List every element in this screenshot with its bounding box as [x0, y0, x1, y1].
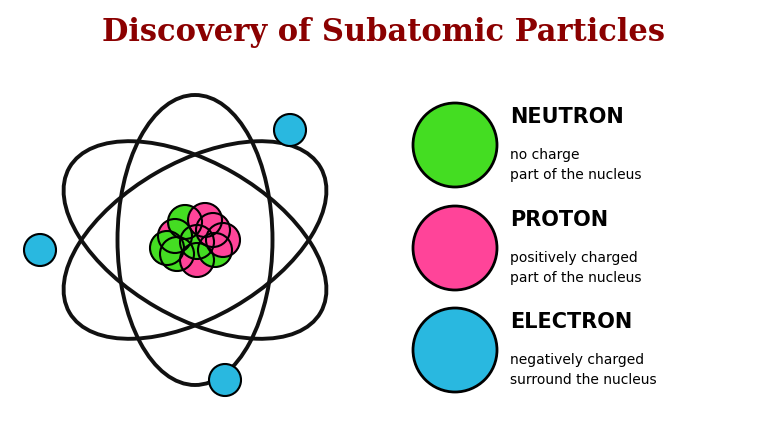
Text: no charge: no charge: [510, 148, 580, 162]
Circle shape: [180, 243, 214, 277]
Circle shape: [274, 114, 306, 146]
Text: ELECTRON: ELECTRON: [510, 312, 632, 332]
Circle shape: [24, 234, 56, 266]
Circle shape: [209, 364, 241, 396]
Text: negatively charged: negatively charged: [510, 353, 644, 367]
Circle shape: [188, 203, 222, 237]
Circle shape: [180, 225, 214, 259]
Circle shape: [198, 233, 232, 267]
Circle shape: [168, 205, 202, 239]
Text: PROTON: PROTON: [510, 210, 608, 230]
Text: part of the nucleus: part of the nucleus: [510, 271, 641, 285]
Circle shape: [413, 308, 497, 392]
Circle shape: [196, 213, 230, 247]
Circle shape: [150, 231, 184, 265]
Circle shape: [206, 223, 240, 257]
Text: surround the nucleus: surround the nucleus: [510, 373, 657, 387]
Text: part of the nucleus: part of the nucleus: [510, 168, 641, 182]
Circle shape: [160, 237, 194, 271]
Text: NEUTRON: NEUTRON: [510, 107, 624, 127]
Circle shape: [413, 103, 497, 187]
Text: positively charged: positively charged: [510, 251, 637, 265]
Circle shape: [158, 219, 192, 253]
Circle shape: [413, 206, 497, 290]
Text: Discovery of Subatomic Particles: Discovery of Subatomic Particles: [102, 17, 666, 47]
